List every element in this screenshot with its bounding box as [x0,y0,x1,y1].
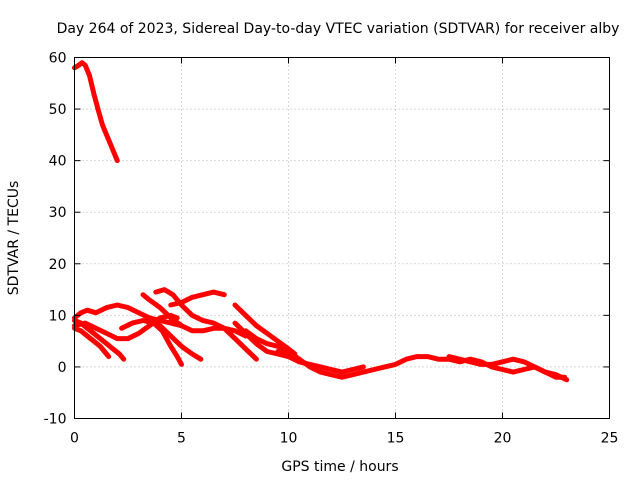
y-tick-label: 20 [49,257,67,273]
series-line-arc-9 [153,287,259,362]
x-tick-label: 25 [601,431,619,447]
y-tick-label: 40 [49,154,67,170]
series-line-arc-4 [72,312,180,342]
series-line-arc-7 [149,318,204,362]
series-line-arc-5 [72,302,184,329]
series-group [72,60,570,383]
chart-title: Day 264 of 2023, Sidereal Day-to-day VTE… [57,21,620,37]
x-axis-label: GPS time / hours [281,459,398,475]
y-tick-label: 60 [49,51,67,67]
x-tick-label: 10 [280,431,298,447]
series-line-arc-1 [72,60,120,164]
y-tick-label: 30 [49,205,67,221]
series-line-arc-10 [168,289,227,308]
y-tick-label: 0 [58,360,67,376]
y-axis-label: SDTVAR / TECUs [6,181,22,296]
x-tick-label: 20 [494,431,512,447]
plot-frame [74,57,610,419]
x-tick-label: 0 [70,431,79,447]
x-tick-label: 15 [387,431,405,447]
series-line-arc-3 [72,325,112,360]
y-tick-label: 10 [49,308,67,324]
y-tick-label: -10 [44,412,67,428]
x-tick-label: 5 [177,431,186,447]
series-line-arc-15 [446,354,570,383]
series-line-arc-14 [275,349,366,375]
y-tick-label: 50 [49,102,67,118]
